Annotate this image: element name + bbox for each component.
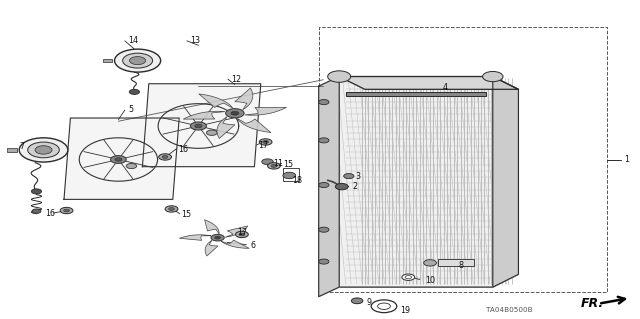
Circle shape (402, 274, 415, 280)
Circle shape (231, 111, 239, 115)
Circle shape (64, 209, 69, 212)
Text: 19: 19 (400, 306, 410, 315)
Text: 1: 1 (625, 155, 630, 164)
Text: 14: 14 (128, 36, 138, 45)
Circle shape (126, 163, 137, 169)
Polygon shape (179, 235, 211, 241)
Circle shape (211, 234, 224, 241)
Circle shape (262, 159, 273, 165)
Circle shape (483, 71, 503, 82)
Text: 16: 16 (45, 209, 55, 218)
Circle shape (159, 154, 172, 160)
Circle shape (32, 209, 41, 213)
Circle shape (115, 49, 161, 72)
Polygon shape (205, 220, 219, 234)
Bar (438, 259, 474, 266)
Circle shape (195, 124, 202, 128)
Circle shape (226, 109, 244, 118)
Circle shape (60, 207, 73, 214)
Circle shape (378, 303, 390, 309)
Text: 13: 13 (190, 36, 200, 45)
Polygon shape (235, 88, 253, 110)
Text: 17: 17 (258, 141, 268, 150)
Text: 9: 9 (366, 298, 371, 307)
Text: 16: 16 (178, 145, 188, 154)
Circle shape (214, 236, 221, 239)
Text: TA04B0500B: TA04B0500B (486, 307, 533, 313)
Bar (319, 27, 607, 292)
Circle shape (129, 89, 140, 94)
Circle shape (424, 260, 436, 266)
Bar (103, 59, 112, 62)
Polygon shape (237, 118, 271, 133)
Text: 11: 11 (273, 159, 284, 168)
Bar (7, 148, 17, 152)
Circle shape (236, 231, 248, 238)
Text: 6: 6 (250, 241, 255, 250)
Circle shape (319, 182, 329, 188)
Polygon shape (217, 117, 235, 138)
Circle shape (190, 122, 207, 130)
Text: 3: 3 (356, 172, 361, 181)
Text: 18: 18 (292, 176, 302, 185)
Polygon shape (221, 240, 250, 249)
Polygon shape (339, 77, 518, 287)
Circle shape (319, 227, 329, 232)
Circle shape (335, 183, 348, 190)
Bar (283, 168, 299, 181)
Text: 15: 15 (284, 160, 294, 169)
Polygon shape (205, 240, 218, 256)
Circle shape (259, 139, 272, 145)
Circle shape (371, 300, 397, 313)
Circle shape (169, 208, 174, 211)
Circle shape (268, 163, 280, 169)
Circle shape (111, 156, 126, 163)
Circle shape (19, 138, 68, 162)
Circle shape (319, 259, 329, 264)
Circle shape (28, 142, 60, 158)
Circle shape (319, 100, 329, 105)
Circle shape (207, 130, 217, 135)
Circle shape (283, 172, 296, 179)
Circle shape (129, 56, 146, 65)
Text: 17: 17 (237, 228, 247, 237)
Circle shape (328, 71, 351, 82)
Polygon shape (339, 77, 518, 89)
Circle shape (31, 189, 42, 194)
Circle shape (271, 165, 277, 167)
Circle shape (405, 276, 412, 279)
Circle shape (163, 156, 168, 159)
Polygon shape (64, 118, 179, 199)
Circle shape (344, 174, 354, 179)
Text: 10: 10 (426, 276, 436, 285)
Text: 12: 12 (231, 75, 241, 84)
Circle shape (351, 298, 363, 304)
Polygon shape (225, 226, 248, 237)
Text: FR.: FR. (580, 297, 604, 310)
Text: 15: 15 (181, 210, 191, 219)
Circle shape (319, 138, 329, 143)
Polygon shape (244, 107, 287, 115)
Polygon shape (183, 111, 225, 119)
Text: 5: 5 (128, 105, 133, 114)
Text: 4: 4 (443, 83, 448, 92)
Circle shape (239, 233, 245, 236)
Bar (346, 92, 486, 96)
Polygon shape (493, 77, 518, 287)
Circle shape (35, 146, 52, 154)
Polygon shape (319, 77, 339, 297)
Circle shape (115, 158, 122, 161)
Circle shape (123, 53, 152, 68)
Text: 7: 7 (19, 142, 24, 151)
Circle shape (165, 206, 178, 212)
Polygon shape (199, 94, 233, 108)
Text: 8: 8 (458, 261, 463, 270)
Text: 2: 2 (353, 182, 358, 191)
Circle shape (262, 140, 269, 143)
Polygon shape (143, 84, 261, 167)
